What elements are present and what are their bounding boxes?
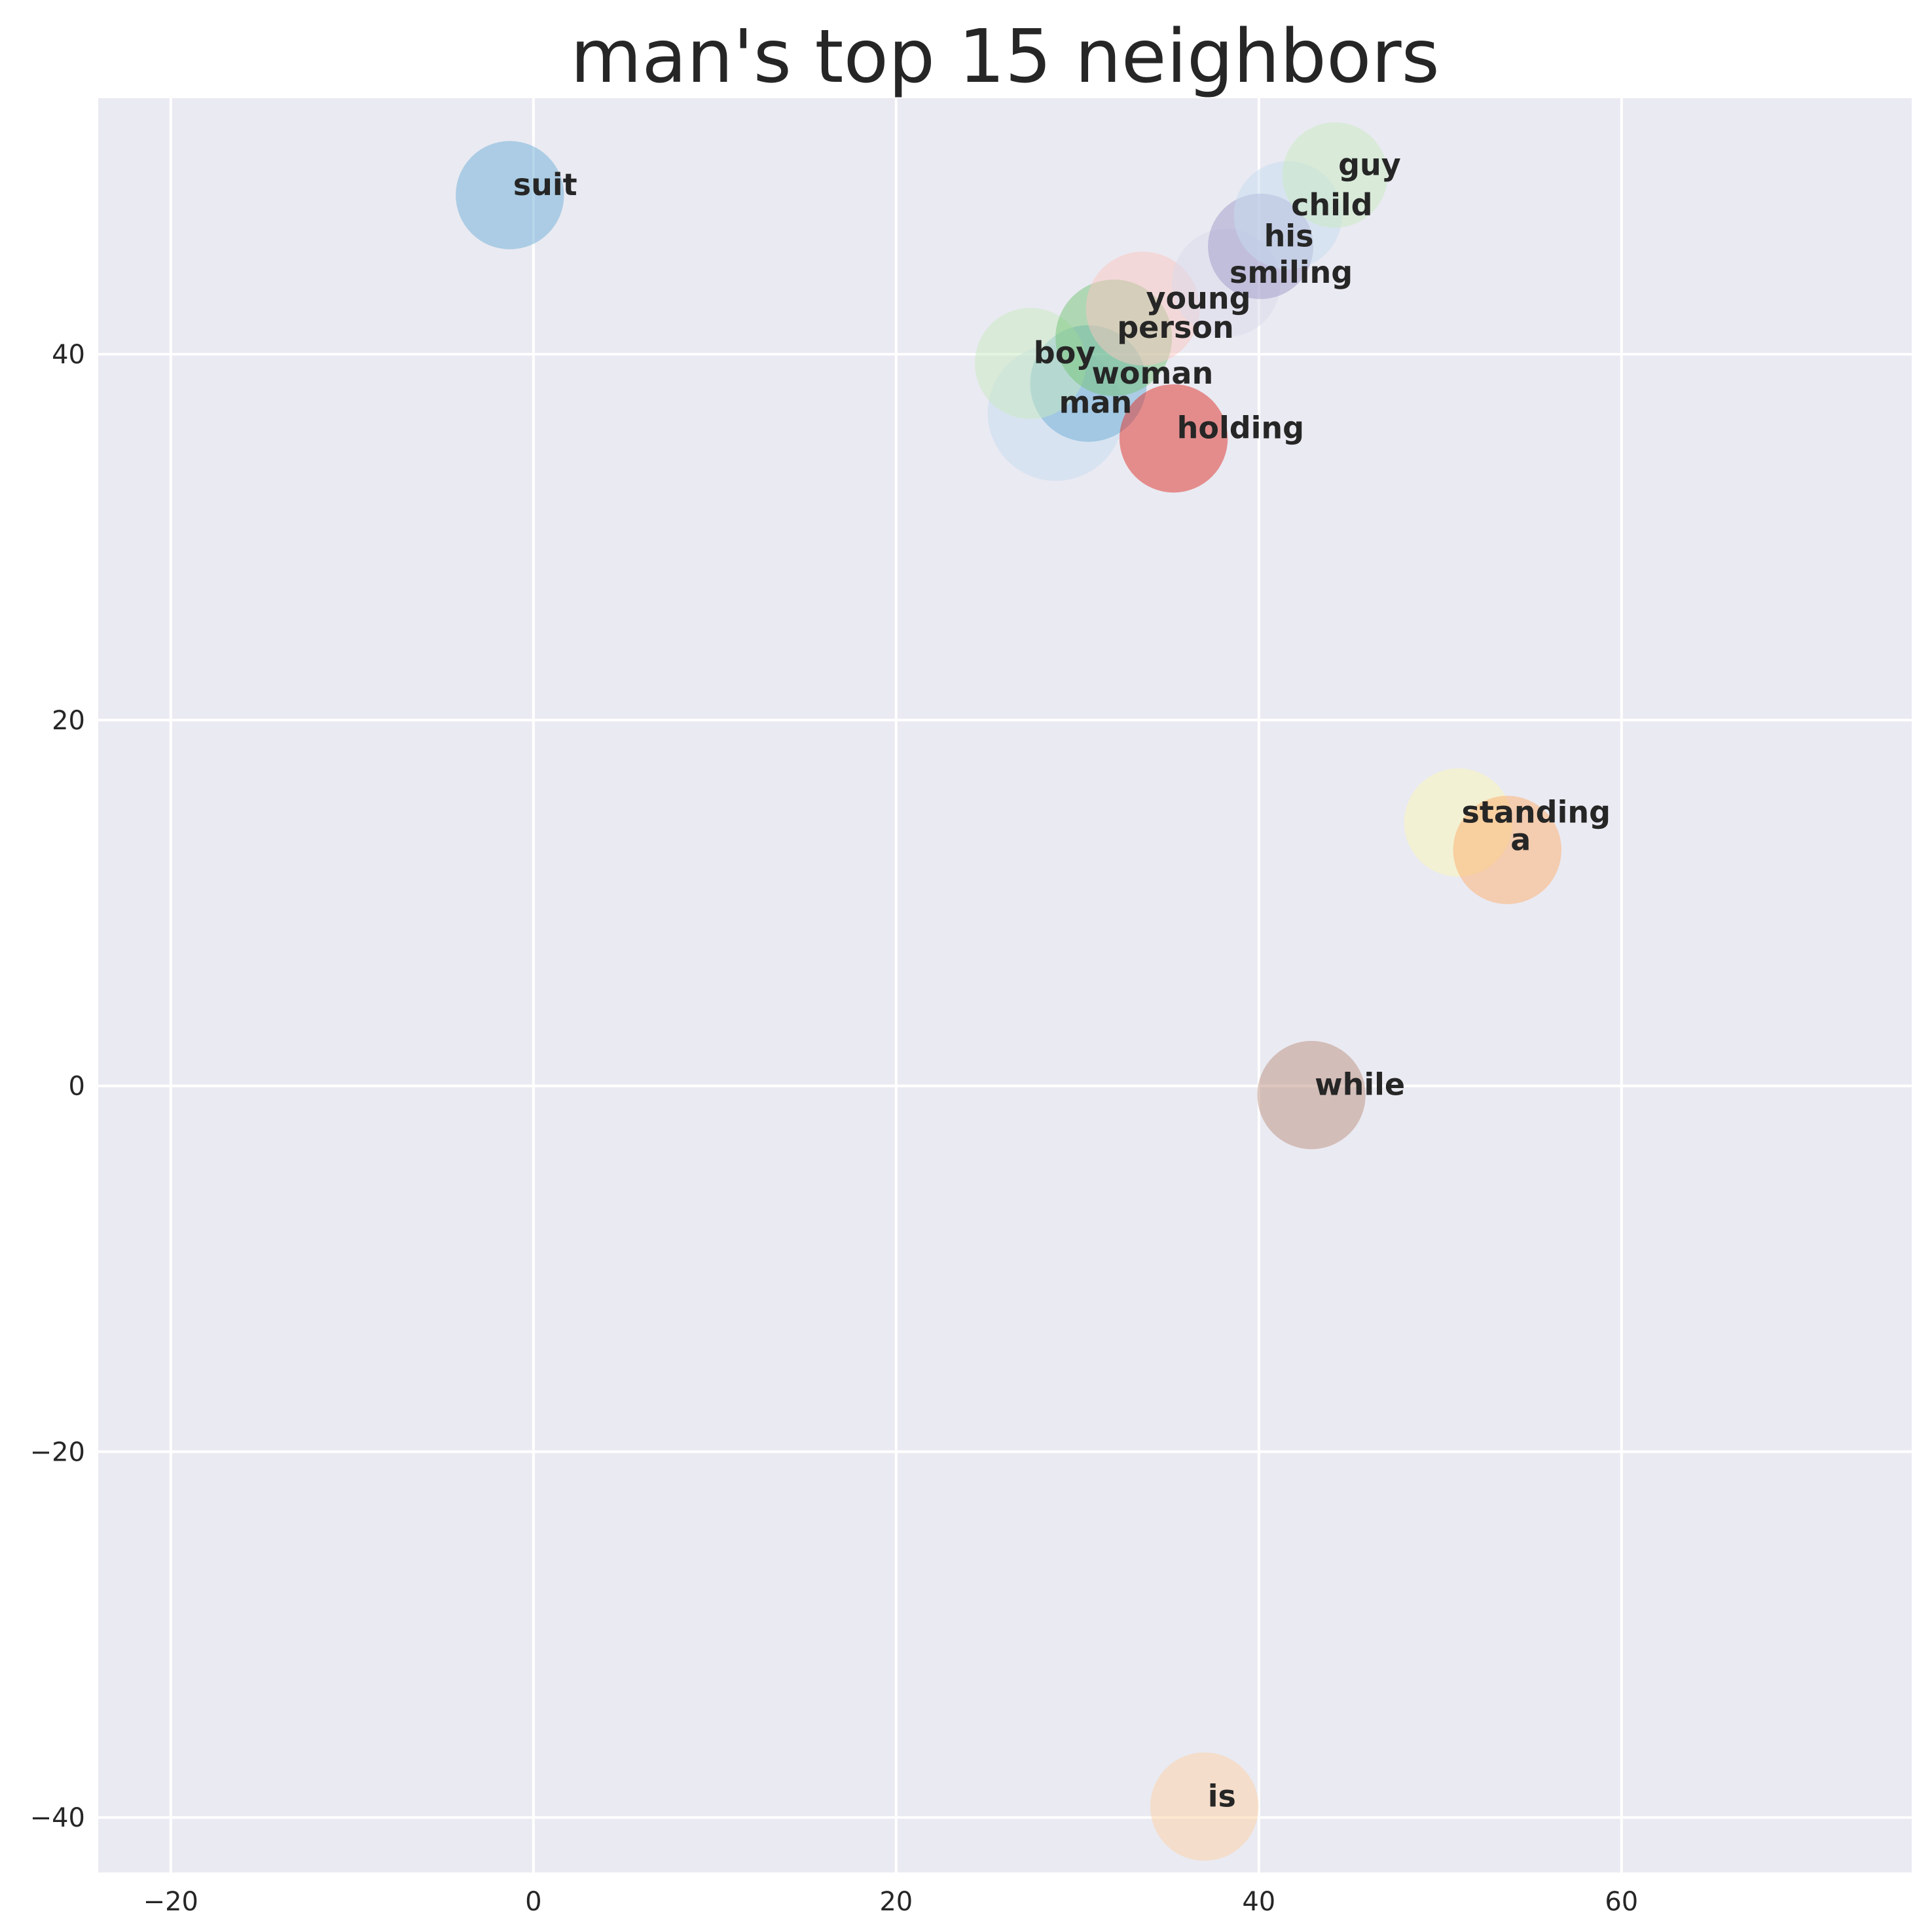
chart-title: man's top 15 neighbors (570, 14, 1440, 100)
y-tick-label: −20 (30, 1437, 85, 1467)
y-tick-label: 0 (69, 1072, 85, 1102)
y-axis-ticks: −40 −20 0 20 40 (30, 340, 85, 1833)
point-suit (456, 141, 564, 249)
y-tick-label: 20 (52, 706, 85, 736)
point-label-smiling: smiling (1230, 255, 1353, 290)
point-label-person: person (1117, 310, 1234, 345)
point-while (1257, 1040, 1366, 1150)
x-tick-label: 40 (1242, 1887, 1275, 1917)
point-a (1453, 795, 1561, 904)
point-young (1085, 251, 1200, 366)
point-label-woman: woman (1091, 355, 1213, 391)
point-label-boy: boy (1034, 335, 1096, 371)
x-tick-label: −20 (143, 1887, 198, 1917)
point-label-a: a (1510, 822, 1531, 857)
point-holding (1119, 384, 1228, 493)
point-guy (1282, 122, 1388, 228)
x-tick-label: 0 (525, 1887, 541, 1917)
x-axis-ticks: −20 0 20 40 60 (143, 1887, 1639, 1917)
y-tick-label: 40 (52, 340, 85, 370)
x-tick-label: 20 (879, 1887, 913, 1917)
point-label-young: young (1146, 280, 1251, 316)
x-tick-label: 60 (1605, 1887, 1638, 1917)
y-tick-label: −40 (30, 1803, 85, 1833)
point-label-standing: standing (1462, 794, 1611, 829)
point-label-man: man (1059, 385, 1133, 420)
point-label-suit: suit (513, 167, 577, 202)
point-label-holding: holding (1177, 410, 1305, 446)
point-is (1150, 1752, 1259, 1861)
point-label-child: child (1291, 187, 1372, 223)
point-label-is: is (1208, 1778, 1236, 1814)
point-label-his: his (1264, 218, 1314, 253)
point-label-guy: guy (1338, 147, 1401, 182)
point-label-while: while (1315, 1067, 1405, 1103)
data-points (456, 122, 1561, 1861)
